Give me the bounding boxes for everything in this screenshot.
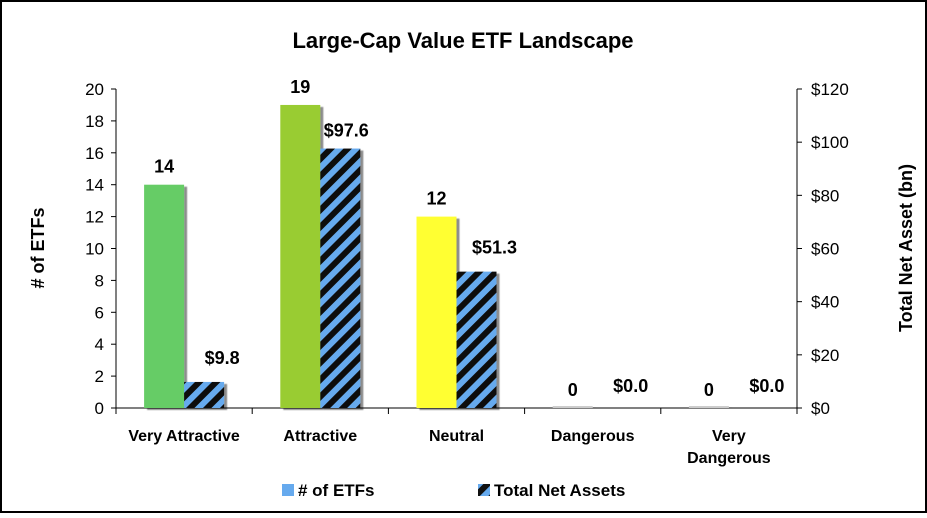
bar-count [416, 216, 457, 408]
y2-tick-label: $0 [811, 399, 830, 418]
bar-count [280, 104, 321, 408]
y-tick-label: 20 [85, 80, 104, 99]
data-labels: 14 $9.8 19 $97.6 12 $51.3 0 $0.0 0 $0.0 [154, 77, 784, 400]
legend-label-count: # of ETFs [298, 481, 375, 500]
legend-swatch-assets [478, 484, 490, 496]
x-tick-label: Very Attractive [128, 428, 240, 445]
data-label-count: 0 [568, 380, 578, 400]
bar-count [144, 184, 185, 408]
y2-tick-label: $20 [811, 346, 839, 365]
x-tick-label: Attractive [283, 428, 357, 445]
y2-axis-title: Total Net Asset (bn) [896, 164, 916, 332]
legend-swatch-count [282, 484, 294, 496]
bar-assets [456, 271, 497, 408]
data-label-assets: $51.3 [472, 238, 517, 258]
x-tick-label: Neutral [429, 428, 484, 445]
y-tick-label: 6 [95, 303, 104, 322]
y2-tick-label: $120 [811, 80, 849, 99]
y2-tick-label: $40 [811, 293, 839, 312]
data-label-assets: $0.0 [613, 376, 648, 396]
x-tick-label: Dangerous [687, 450, 771, 467]
data-label-assets: $97.6 [324, 121, 369, 141]
legend-label-assets: Total Net Assets [494, 481, 625, 500]
bar-assets [320, 148, 361, 408]
y2-tick-label: $60 [811, 240, 839, 259]
axes: 0 2 4 6 8 10 12 14 16 18 20 $0 $20 $40 $60 $80 $100 $120 V… [85, 80, 849, 467]
y-tick-label: 4 [95, 335, 104, 354]
x-tick-label: Very [712, 428, 746, 445]
bars [144, 104, 729, 408]
y-tick-label: 2 [95, 367, 104, 386]
y-tick-label: 10 [85, 240, 104, 259]
bar-assets [184, 381, 225, 408]
y-tick-label: 0 [95, 399, 104, 418]
y-tick-label: 16 [85, 144, 104, 163]
y-tick-label: 12 [85, 208, 104, 227]
bar-count [688, 406, 729, 408]
data-label-assets: $9.8 [205, 348, 240, 368]
y-tick-label: 8 [95, 271, 104, 290]
data-label-count: 0 [704, 380, 714, 400]
data-label-count: 14 [154, 157, 174, 177]
y-tick-label: 14 [85, 176, 104, 195]
data-label-assets: $0.0 [749, 376, 784, 396]
data-label-count: 12 [426, 189, 446, 209]
y-axis-title: # of ETFs [28, 207, 48, 288]
y2-tick-label: $80 [811, 186, 839, 205]
x-tick-label: Dangerous [551, 428, 635, 445]
chart-title: Large-Cap Value ETF Landscape [292, 28, 633, 53]
y-tick-label: 18 [85, 112, 104, 131]
data-label-count: 19 [290, 77, 310, 97]
legend: # of ETFs Total Net Assets [282, 481, 625, 500]
y2-tick-label: $100 [811, 133, 849, 152]
bar-count [552, 406, 593, 408]
